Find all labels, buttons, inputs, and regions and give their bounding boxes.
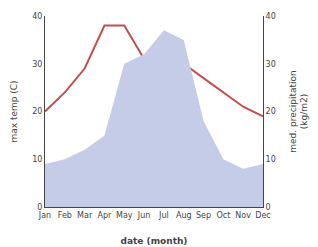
svg-text:0: 0 xyxy=(37,203,42,212)
svg-text:med. precipitation(kg/m2): med. precipitation(kg/m2) xyxy=(288,70,310,152)
svg-text:Jul: Jul xyxy=(158,211,169,220)
svg-text:Nov: Nov xyxy=(235,211,251,220)
svg-text:Feb: Feb xyxy=(58,211,72,220)
svg-text:10: 10 xyxy=(266,155,276,164)
svg-text:Mar: Mar xyxy=(77,211,93,220)
svg-text:Sep: Sep xyxy=(196,211,211,220)
svg-text:Oct: Oct xyxy=(216,211,230,220)
svg-text:40: 40 xyxy=(266,12,276,21)
svg-text:20: 20 xyxy=(266,107,276,116)
svg-text:40: 40 xyxy=(32,12,42,21)
svg-text:May: May xyxy=(116,211,133,220)
svg-text:Dec: Dec xyxy=(255,211,270,220)
svg-text:Jun: Jun xyxy=(137,211,151,220)
svg-text:30: 30 xyxy=(32,60,42,69)
svg-text:Jan: Jan xyxy=(38,211,51,220)
svg-text:0: 0 xyxy=(266,203,271,212)
svg-text:date (month): date (month) xyxy=(121,236,188,246)
svg-text:max temp (C): max temp (C) xyxy=(9,80,19,142)
svg-text:20: 20 xyxy=(32,107,42,116)
svg-text:30: 30 xyxy=(266,60,276,69)
svg-text:10: 10 xyxy=(32,155,42,164)
svg-text:Apr: Apr xyxy=(98,211,113,220)
svg-text:Aug: Aug xyxy=(176,211,192,220)
